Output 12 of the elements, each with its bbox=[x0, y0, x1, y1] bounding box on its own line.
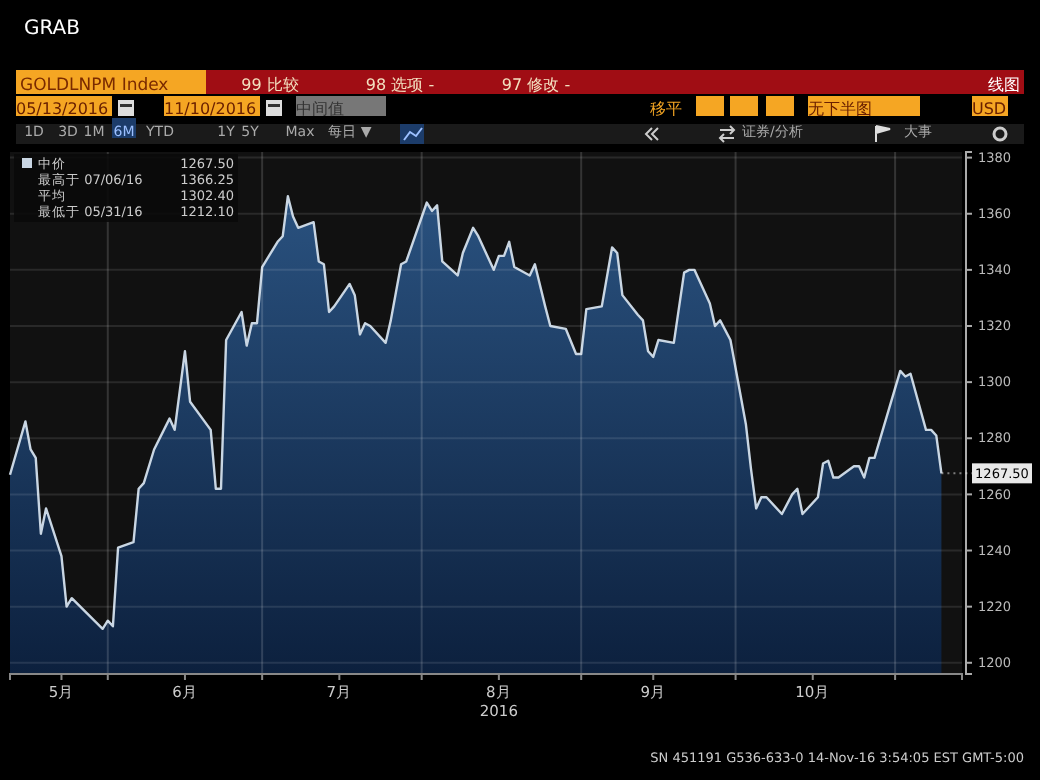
text: 中间值 bbox=[296, 100, 344, 118]
text: 97 修改 - bbox=[501, 76, 571, 94]
text: 无下半图 bbox=[808, 100, 872, 118]
chart-subtitle: GOLDLNPM Index bbox=[20, 76, 169, 96]
text: 线图 bbox=[988, 76, 1020, 94]
text: 移平 bbox=[650, 100, 682, 118]
text: 99 比较 bbox=[241, 76, 299, 94]
text: 05/13/2016 bbox=[16, 100, 109, 118]
text: 11/10/2016 bbox=[164, 100, 257, 118]
text: USD bbox=[972, 100, 1007, 118]
chart-title: GRAB bbox=[24, 18, 81, 40]
text: 98 选项 - bbox=[365, 76, 435, 94]
